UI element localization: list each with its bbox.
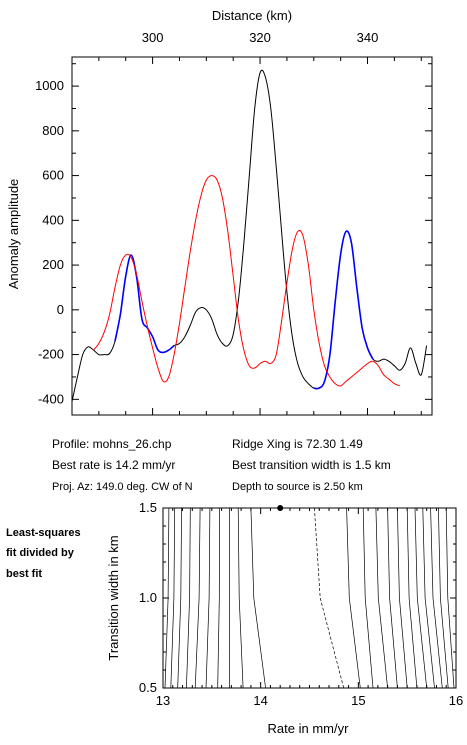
contour-line (387, 507, 398, 689)
contour-line (314, 507, 345, 689)
x-tick-label-top: 300 (142, 30, 164, 45)
x-tick-label: 15 (351, 693, 365, 708)
x-axis-title: Rate in mm/yr (268, 721, 350, 736)
y-tick-label: 0.5 (139, 680, 157, 695)
contour-line (205, 507, 211, 689)
contour-line (250, 507, 266, 689)
y-tick-label: 200 (42, 257, 64, 272)
y-tick-label: 0 (57, 302, 64, 317)
contour-line (406, 507, 418, 689)
observed-fit-line (114, 254, 175, 354)
contour-line (237, 507, 244, 689)
top-axis-title: Distance (km) (212, 8, 292, 23)
side-note-line-3: best fit (6, 568, 42, 580)
contour-line (397, 507, 408, 689)
observed-anomaly-line (71, 69, 428, 402)
y-tick-label: 1.5 (139, 500, 157, 515)
contour-line (346, 507, 361, 689)
profile-text: Profile: mohns_26.chp (52, 437, 172, 451)
side-note-line-1: Least-squares (6, 527, 81, 539)
y-tick-label: 600 (42, 168, 64, 183)
contour-axis-ticks: 13 14 15 16 0.5 1.0 1.5 (139, 500, 463, 708)
anomaly-plot-frame (71, 56, 433, 416)
x-tick-label-top: 340 (357, 30, 379, 45)
y-tick-label: 1000 (35, 78, 64, 93)
contour-line (164, 507, 170, 689)
y-tick-label: 800 (42, 123, 64, 138)
contour-line (194, 507, 201, 689)
contour-lines-group (164, 505, 455, 689)
y-tick-label: -200 (38, 347, 64, 362)
best-rate-text: Best rate is 14.2 mm/yr (52, 458, 175, 472)
x-tick-label-top: 320 (249, 30, 271, 45)
contour-line (430, 507, 443, 689)
contour-y-axis-title: Transition width in km (106, 535, 121, 660)
y-tick-label: 1.0 (139, 590, 157, 605)
contour-line (170, 507, 176, 689)
contour-line (438, 507, 449, 689)
model-anomaly-line (93, 175, 401, 387)
y-tick-label: -400 (38, 391, 64, 406)
anomaly-axis-ticks: -400 -200 0 200 400 600 800 1000 300 320 340 (35, 30, 432, 415)
anomaly-series-group (71, 69, 428, 402)
contour-line (217, 507, 220, 689)
x-tick-label: 14 (253, 693, 267, 708)
side-note-line-2: fit divided by (6, 547, 75, 559)
contour-line (414, 507, 428, 689)
x-tick-label: 13 (156, 693, 170, 708)
proj-az-text: Proj. Az: 149.0 deg. CW of N (52, 481, 193, 493)
contour-line (375, 507, 388, 689)
y-tick-label: 400 (42, 212, 64, 227)
observed-fit-line (313, 230, 374, 390)
contour-line (445, 507, 455, 689)
contour-line (362, 507, 374, 689)
contour-line (186, 507, 191, 689)
x-tick-label: 16 (449, 693, 463, 708)
best-transition-text: Best transition width is 1.5 km (232, 458, 391, 472)
contour-line (177, 507, 182, 689)
ridge-xing-text: Ridge Xing is 72.30 1.49 (232, 437, 363, 451)
contour-line (422, 507, 435, 689)
best-fit-marker (277, 505, 284, 511)
depth-source-text: Depth to source is 2.50 km (232, 481, 363, 493)
y-axis-title: Anomaly amplitude (6, 179, 21, 290)
